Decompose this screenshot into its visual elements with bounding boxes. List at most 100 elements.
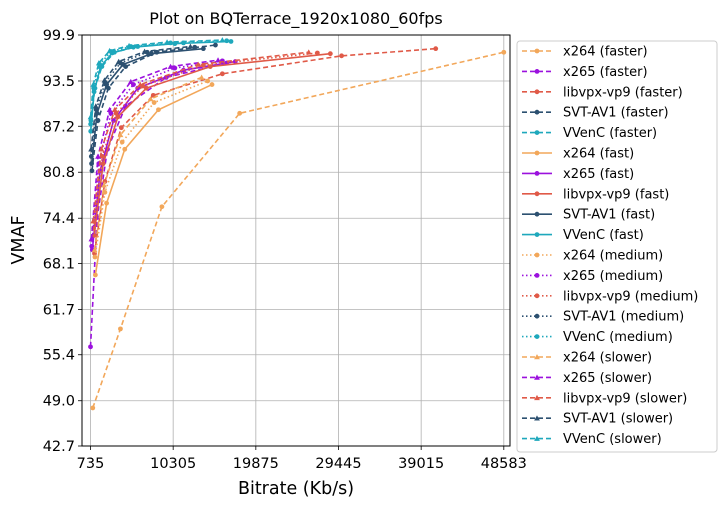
data-point xyxy=(105,85,111,91)
legend-label: x264 (fast) xyxy=(563,147,634,162)
series-libvpx-vp9-medium xyxy=(91,50,320,231)
legend-item: x264 (medium) xyxy=(522,249,663,264)
legend-item: x265 (fast) xyxy=(522,167,634,182)
data-point xyxy=(88,344,93,350)
series-vvenc-slower xyxy=(87,37,226,120)
legend-swatch-marker xyxy=(534,109,540,115)
series-libvpx-vp9-fast xyxy=(91,51,333,238)
legend-item: SVT-AV1 (fast) xyxy=(522,208,655,223)
legend-item: libvpx-vp9 (fast) xyxy=(522,187,669,202)
data-point xyxy=(219,71,225,77)
y-tick-label: 99.9 xyxy=(43,28,75,44)
legend-swatch-marker xyxy=(534,334,540,339)
data-point xyxy=(167,63,174,69)
data-point xyxy=(95,60,102,66)
data-point xyxy=(127,78,134,85)
data-point xyxy=(209,82,215,87)
data-point xyxy=(111,106,118,113)
x-tick-label: 48583 xyxy=(481,456,527,472)
y-tick-label: 55.4 xyxy=(43,348,75,364)
data-point xyxy=(89,161,94,167)
data-point xyxy=(137,81,144,87)
legend-swatch-marker xyxy=(534,48,540,54)
legend-label: x265 (fast) xyxy=(563,167,634,182)
data-point xyxy=(90,81,97,87)
y-tick-label: 87.2 xyxy=(43,119,75,135)
legend-swatch-marker xyxy=(534,415,540,421)
legend-frame xyxy=(516,40,718,453)
data-point xyxy=(92,103,99,109)
series-libvpx-vp9-slower xyxy=(90,49,312,224)
data-point xyxy=(98,146,105,152)
legend-swatch-marker xyxy=(534,171,540,176)
legend-label: x265 (faster) xyxy=(563,65,648,80)
series-line xyxy=(93,76,202,250)
legend-item: SVT-AV1 (medium) xyxy=(522,310,684,325)
y-tick-label: 61.7 xyxy=(43,302,75,318)
data-point xyxy=(113,110,119,116)
legend-item: SVT-AV1 (slower) xyxy=(522,412,673,427)
data-point xyxy=(89,243,95,249)
data-point xyxy=(92,254,98,260)
legend-item: x265 (medium) xyxy=(522,269,663,284)
plot-frame xyxy=(81,34,511,447)
data-point xyxy=(117,131,124,138)
data-point xyxy=(106,47,113,54)
legend-label: x265 (slower) xyxy=(563,371,652,386)
y-tick-label: 42.7 xyxy=(43,439,75,455)
y-tick-label: 93.5 xyxy=(43,74,75,90)
series-svt-av1-fast xyxy=(89,46,206,167)
series-x264-fast xyxy=(92,82,215,278)
legend-label: x264 (faster) xyxy=(563,45,648,60)
y-axis-title: VMAF xyxy=(9,215,29,264)
data-point xyxy=(205,78,211,84)
legend-swatch-marker xyxy=(534,191,540,197)
legend-label: SVT-AV1 (medium) xyxy=(563,310,684,325)
legend-label: libvpx-vp9 (fast) xyxy=(563,187,669,202)
data-point xyxy=(90,405,96,411)
data-point xyxy=(224,38,230,44)
data-point xyxy=(219,37,226,43)
data-point xyxy=(115,114,121,120)
legend-label: VVenC (slower) xyxy=(563,432,662,447)
data-point xyxy=(104,200,110,206)
data-point xyxy=(88,128,94,134)
plot-background xyxy=(82,35,510,446)
legend-item: x264 (slower) xyxy=(522,351,652,366)
data-point xyxy=(92,272,98,278)
legend-swatch-marker xyxy=(534,232,540,238)
legend-swatch-marker xyxy=(534,69,540,74)
data-point xyxy=(141,48,148,54)
data-point xyxy=(118,326,123,332)
legend-item: x265 (faster) xyxy=(522,65,648,80)
legend-swatch-marker xyxy=(534,313,540,319)
legend-item: libvpx-vp9 (medium) xyxy=(522,289,698,304)
legend-item: x265 (slower) xyxy=(522,371,652,386)
data-point xyxy=(102,179,108,184)
data-point xyxy=(122,146,128,152)
series-line xyxy=(91,44,216,171)
legend-label: VVenC (medium) xyxy=(563,330,673,345)
data-point xyxy=(192,44,198,50)
data-point xyxy=(237,110,243,116)
data-point xyxy=(147,96,154,102)
data-point xyxy=(195,61,202,67)
legend-item: libvpx-vp9 (slower) xyxy=(522,391,687,406)
legend-item: VVenC (faster) xyxy=(522,126,657,141)
data-point xyxy=(88,146,94,152)
legend-item: VVenC (slower) xyxy=(522,432,662,447)
legend-label: x264 (slower) xyxy=(563,351,652,366)
legend-swatch-marker xyxy=(534,150,540,156)
legend-label: x265 (medium) xyxy=(563,269,663,284)
data-point xyxy=(106,106,113,113)
data-point xyxy=(143,85,149,91)
data-point xyxy=(90,218,97,224)
x-axis-title: Bitrate (Kb/s) xyxy=(238,479,354,499)
data-point xyxy=(126,42,132,49)
data-point xyxy=(164,39,170,45)
legend-item: x264 (fast) xyxy=(522,147,634,162)
data-point xyxy=(88,236,95,242)
data-point xyxy=(314,50,320,56)
legend-label: VVenC (faster) xyxy=(563,126,657,141)
